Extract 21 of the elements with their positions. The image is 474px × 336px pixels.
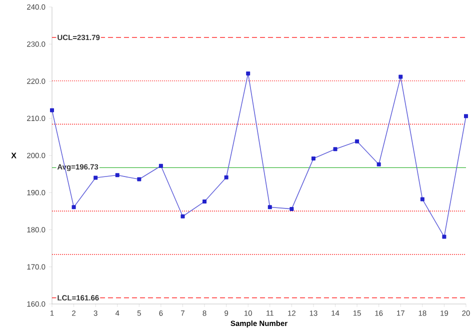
point xyxy=(202,200,207,204)
point xyxy=(442,234,446,239)
point xyxy=(158,164,163,168)
point xyxy=(420,197,424,202)
point xyxy=(115,173,120,178)
point xyxy=(224,175,228,180)
point xyxy=(268,205,272,210)
y-axis-title: X xyxy=(11,152,16,158)
point xyxy=(72,205,76,210)
point xyxy=(376,162,381,166)
point xyxy=(180,214,185,218)
point xyxy=(333,147,338,152)
point xyxy=(355,139,360,144)
point xyxy=(311,156,316,160)
point xyxy=(464,114,468,118)
point xyxy=(398,74,403,79)
point xyxy=(94,176,98,180)
point xyxy=(137,177,142,182)
point xyxy=(50,108,54,112)
point xyxy=(290,206,294,211)
point xyxy=(246,71,250,76)
